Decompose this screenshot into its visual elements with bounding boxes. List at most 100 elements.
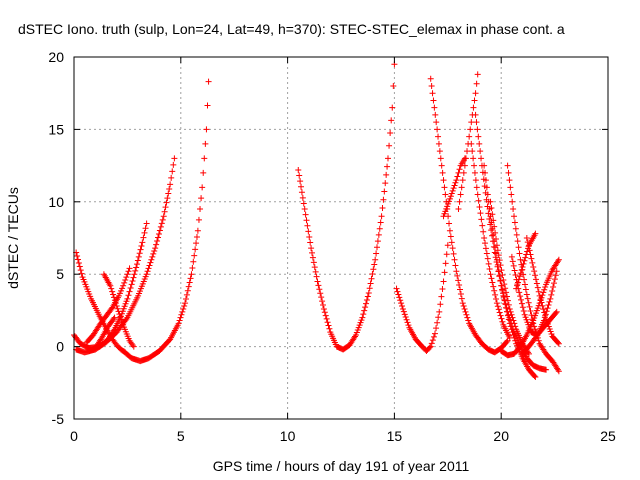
data-point [450, 185, 457, 192]
data-point [362, 304, 369, 311]
data-point [512, 225, 519, 232]
data-point [435, 133, 442, 140]
data-point [475, 197, 482, 204]
x-tick-label: 20 [493, 428, 509, 444]
data-point [119, 285, 126, 292]
data-point [550, 280, 557, 287]
data-point [501, 296, 508, 303]
data-point [535, 337, 542, 344]
data-point [482, 177, 489, 184]
data-point [373, 250, 380, 257]
data-point [489, 232, 496, 239]
data-point [364, 293, 371, 300]
data-point [509, 198, 516, 205]
data-point [75, 260, 82, 267]
data-point [74, 256, 81, 263]
data-point [195, 216, 202, 223]
data-point [514, 282, 521, 289]
data-series [100, 271, 137, 350]
data-point [479, 222, 486, 229]
data-point [490, 217, 497, 224]
data-point [133, 264, 140, 271]
data-point [302, 211, 309, 218]
data-point [554, 366, 561, 373]
data-point [160, 213, 167, 220]
data-point [156, 227, 163, 234]
data-point [504, 312, 511, 319]
data-point [157, 223, 164, 230]
data-point [521, 257, 528, 264]
data-point [510, 317, 517, 324]
data-point [446, 195, 453, 202]
data-point [454, 272, 461, 279]
data-point [202, 140, 209, 147]
data-point [509, 314, 516, 321]
data-point [512, 272, 519, 279]
data-point [155, 230, 162, 237]
data-point [107, 282, 114, 289]
data-point [138, 242, 145, 249]
data-point [494, 247, 501, 254]
data-point [473, 119, 480, 126]
data-point [522, 281, 529, 288]
data-point [78, 270, 85, 277]
data-point [108, 285, 115, 292]
data-point [384, 163, 391, 170]
data-point [405, 322, 412, 329]
data-point [393, 285, 400, 292]
data-point [310, 259, 317, 266]
data-point [205, 78, 212, 85]
data-point [457, 286, 464, 293]
data-series [519, 308, 560, 357]
data-point [442, 191, 449, 198]
data-point [149, 253, 156, 260]
data-point [184, 287, 191, 294]
data-point [448, 190, 455, 197]
data-point [497, 312, 504, 319]
data-point [524, 295, 531, 302]
data-series [83, 265, 133, 346]
data-point [180, 305, 187, 312]
data-point [158, 220, 165, 227]
data-point [464, 314, 471, 321]
data-point [539, 302, 546, 309]
data-point [508, 311, 515, 318]
data-series [73, 155, 178, 356]
data-point [380, 196, 387, 203]
data-point [397, 297, 404, 304]
data-point [496, 309, 503, 316]
data-point [502, 285, 509, 292]
data-point [503, 289, 510, 296]
y-tick-label: 10 [48, 194, 64, 210]
data-point [489, 211, 496, 218]
data-point [496, 257, 503, 264]
data-point [324, 319, 331, 326]
data-point [514, 279, 521, 286]
data-point [449, 245, 456, 252]
data-point [517, 256, 524, 263]
data-point [517, 270, 524, 277]
data-point [118, 316, 125, 323]
data-point [399, 303, 406, 310]
data-point [461, 305, 468, 312]
data-point [162, 204, 169, 211]
data-point [186, 279, 193, 286]
data-point [97, 336, 104, 343]
data-point [400, 308, 407, 315]
data-point [486, 266, 493, 273]
data-point [143, 220, 150, 227]
data-point [439, 286, 446, 293]
data-point [474, 126, 481, 133]
data-point [443, 251, 450, 258]
data-point [427, 343, 434, 350]
data-series [295, 61, 398, 353]
data-point [146, 262, 153, 269]
data-point [130, 274, 137, 281]
data-point [441, 269, 448, 276]
data-point [460, 169, 467, 176]
data-point [129, 277, 136, 284]
data-point [191, 252, 198, 259]
data-point [197, 206, 204, 213]
data-point [109, 288, 116, 295]
